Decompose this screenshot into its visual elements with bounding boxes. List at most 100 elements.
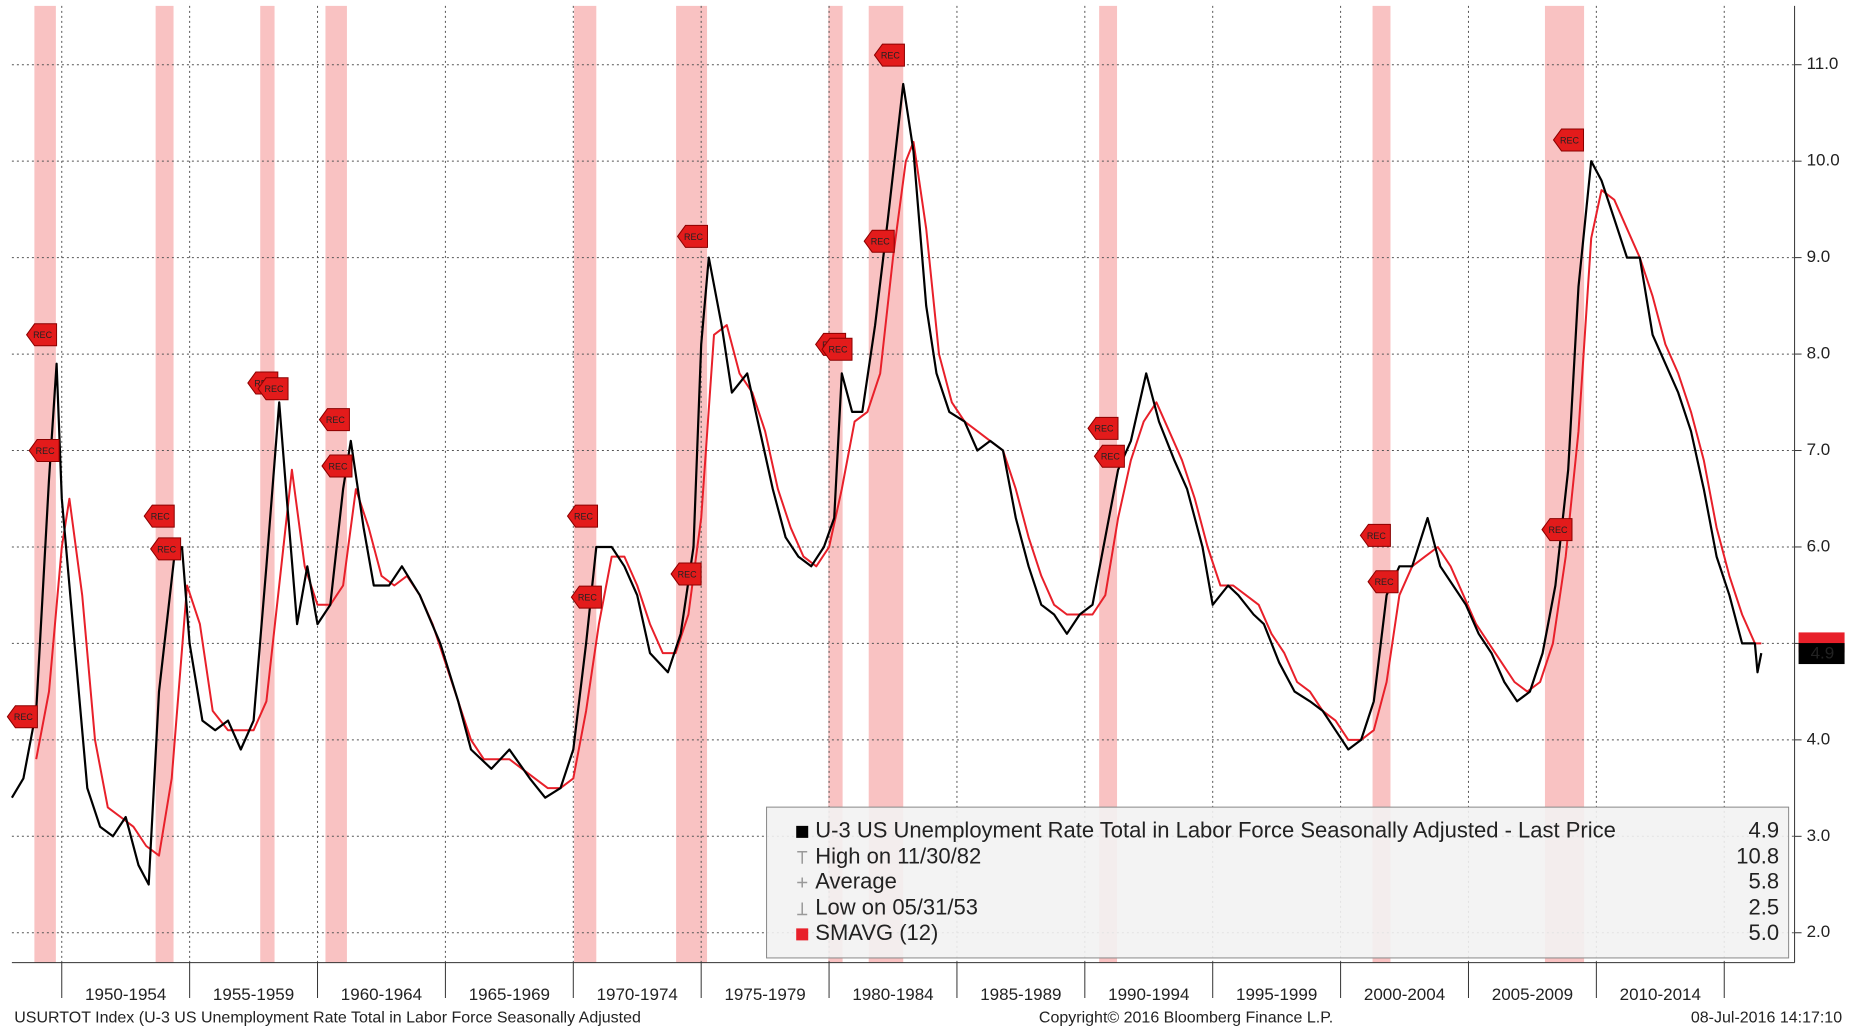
legend-swatch: [796, 825, 809, 838]
rec-marker: REC: [1359, 523, 1391, 547]
legend-icon: [797, 877, 808, 888]
rec-marker-label: REC: [14, 712, 34, 722]
rec-marker: REC: [318, 408, 350, 432]
rec-marker-label: REC: [578, 592, 598, 602]
rec-marker-label: REC: [326, 415, 346, 425]
footer-right: 08-Jul-2016 14:17:10: [1691, 1009, 1842, 1026]
rec-marker: REC: [6, 705, 38, 729]
rec-marker-label: REC: [157, 544, 177, 554]
rec-marker: REC: [873, 43, 905, 67]
rec-marker-shape: [873, 43, 905, 67]
rec-marker-label: REC: [574, 511, 594, 521]
rec-marker: REC: [25, 323, 58, 347]
rec-marker-label: REC: [678, 569, 698, 579]
y-tick-label: 2.0: [1807, 922, 1831, 941]
x-period-label: 1965-1969: [469, 985, 550, 1004]
rec-marker: REC: [143, 504, 175, 528]
rec-marker-shape: [863, 229, 895, 253]
rec-marker-shape: [150, 537, 182, 561]
recession-band: [868, 5, 904, 963]
recession-band: [34, 5, 56, 963]
rec-marker-label: REC: [684, 232, 704, 242]
last-value-tag: [1798, 643, 1845, 665]
x-period-label: 1975-1979: [724, 985, 805, 1004]
x-period-label: 1950-1954: [85, 985, 166, 1004]
legend-label: SMAVG (12): [815, 920, 938, 945]
rec-marker-label: REC: [1367, 531, 1387, 541]
rec-marker: REC: [1093, 444, 1125, 468]
legend-label: High on 11/30/82: [815, 844, 981, 869]
rec-marker: REC: [670, 562, 702, 586]
rec-marker: REC: [1367, 570, 1399, 594]
y-tick-label: 9.0: [1807, 247, 1831, 266]
rec-marker-shape: [566, 504, 599, 528]
rec-marker-shape: [1552, 128, 1584, 152]
legend-label: U-3 US Unemployment Rate Total in Labor …: [815, 818, 1616, 843]
legend-value: 10.8: [1736, 844, 1779, 869]
y-tick-label: 10.0: [1807, 151, 1840, 170]
rec-marker-label: REC: [871, 237, 891, 247]
rec-marker: REC: [566, 504, 599, 528]
rec-marker: REC: [1552, 128, 1584, 152]
recession-band: [676, 5, 708, 963]
x-period-label: 1960-1964: [341, 985, 422, 1004]
series-line: [35, 140, 1762, 857]
x-period-label: 2005-2009: [1492, 985, 1573, 1004]
x-period-label: 2010-2014: [1620, 985, 1701, 1004]
x-period-label: 1990-1994: [1108, 985, 1189, 1004]
legend-icon: [797, 851, 808, 864]
rec-marker-shape: [676, 224, 709, 248]
rec-marker-label: REC: [881, 50, 901, 60]
x-period-label: 1980-1984: [852, 985, 933, 1004]
rec-marker-label: REC: [1548, 525, 1568, 535]
x-period-label: 1955-1959: [213, 985, 294, 1004]
legend-value: 5.0: [1749, 920, 1780, 945]
y-tick-label: 11.0: [1807, 54, 1839, 73]
rec-marker: REC: [1087, 416, 1119, 440]
rec-marker: REC: [676, 224, 709, 248]
y-tick-label: 4.0: [1807, 729, 1831, 748]
recession-band: [1099, 5, 1118, 963]
rec-marker-shape: [1093, 444, 1125, 468]
rec-marker-shape: [257, 377, 289, 401]
rec-marker: REC: [28, 439, 60, 463]
rec-marker-label: REC: [328, 461, 348, 471]
rec-marker-shape: [1359, 523, 1391, 547]
x-period-label: 1970-1974: [597, 985, 678, 1004]
rec-marker-shape: [1087, 416, 1119, 440]
rec-marker-label: REC: [33, 330, 53, 340]
legend-value: 2.5: [1749, 894, 1780, 919]
recession-band: [325, 5, 347, 963]
legend-icon: [797, 902, 808, 916]
y-tick-label: 7.0: [1807, 440, 1831, 459]
rec-marker: REC: [321, 454, 353, 478]
rec-marker-label: REC: [1094, 424, 1114, 434]
rec-marker-shape: [821, 337, 853, 361]
rec-marker: REC: [863, 229, 895, 253]
legend-swatch: [796, 928, 809, 941]
rec-marker-shape: [28, 439, 60, 463]
rec-marker-label: REC: [1375, 577, 1395, 587]
footer-left: USURTOT Index (U-3 US Unemployment Rate …: [14, 1009, 641, 1026]
rec-marker-shape: [25, 323, 58, 347]
x-period-label: 2000-2004: [1364, 985, 1445, 1004]
recession-band: [155, 5, 174, 963]
recession-band: [260, 5, 275, 963]
rec-marker: REC: [150, 537, 182, 561]
x-period-label: 1995-1999: [1236, 985, 1317, 1004]
rec-marker-shape: [1541, 518, 1573, 542]
rec-marker-shape: [570, 585, 602, 609]
rec-marker-label: REC: [265, 384, 285, 394]
legend-box: [766, 806, 1790, 959]
legend-value: 4.9: [1749, 818, 1780, 843]
rec-marker-label: REC: [1101, 452, 1121, 462]
rec-marker-shape: [318, 408, 350, 432]
y-tick-label: 6.0: [1807, 536, 1831, 555]
rec-marker-shape: [321, 454, 353, 478]
rec-marker-shape: [670, 562, 702, 586]
series-line: [10, 82, 1763, 886]
rec-marker-shape: [6, 705, 38, 729]
rec-marker-label: REC: [1560, 135, 1580, 145]
y-tick-label: 3.0: [1807, 826, 1831, 845]
legend-label: Average: [815, 868, 897, 893]
